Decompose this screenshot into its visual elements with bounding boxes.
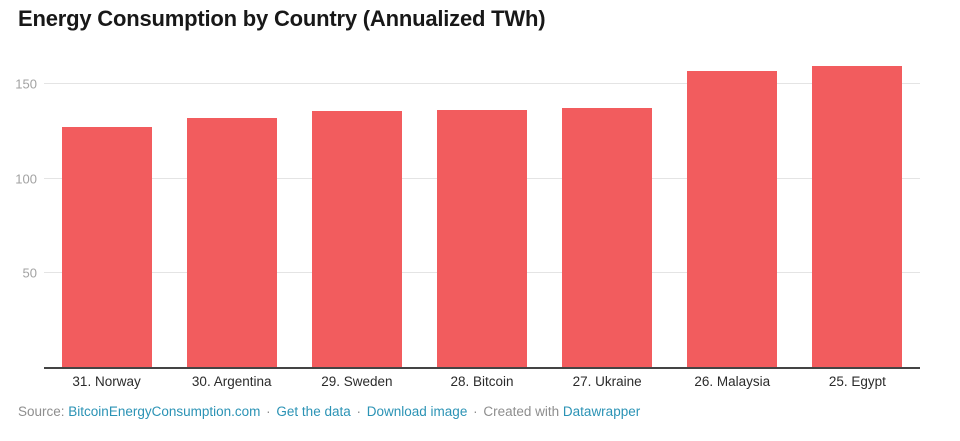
created-with-label: Created with [483, 404, 560, 419]
bar-argentina [186, 118, 277, 367]
bar-slot [670, 58, 795, 367]
x-axis-label: 25. Egypt [828, 374, 886, 389]
source-label: Source: [18, 404, 65, 419]
gridline-150 [44, 83, 920, 85]
bar-slot [169, 58, 294, 367]
bar-bitcoin [436, 109, 528, 367]
bar-sweden [311, 111, 402, 367]
separator-dot: · [356, 404, 362, 419]
bar-ukraine [562, 108, 653, 367]
plot-area: 50 100 150 [15, 58, 920, 369]
bar-slot [294, 58, 419, 367]
separator-dot: · [473, 404, 478, 419]
bars-row [44, 58, 920, 367]
x-axis-label: 30. Argentina [191, 374, 272, 389]
download-image-link[interactable]: Download image [366, 404, 468, 419]
x-axis-label: 26. Malaysia [694, 374, 771, 389]
bar-egypt [812, 66, 903, 367]
x-axis-label: 28. Bitcoin [450, 374, 514, 389]
x-axis-label: 31. Norway [72, 374, 141, 389]
x-labels: 31. Norway 30. Argentina 29. Sweden 28. Bit… [44, 374, 920, 389]
x-axis-label: 27. Ukraine [572, 374, 642, 389]
bar-slot [419, 58, 544, 367]
bar-slot [545, 58, 670, 367]
bar-slot [795, 58, 920, 367]
chart-title: Energy Consumption by Country (Annualize… [18, 6, 546, 31]
bar-slot [44, 58, 169, 367]
source-link[interactable]: BitcoinEnergyConsumption.com [68, 404, 261, 419]
bar-malaysia [687, 70, 778, 367]
y-tick-label-100: 100 [15, 171, 37, 187]
x-axis-label: 29. Sweden [321, 374, 393, 389]
bar-norway [61, 126, 152, 367]
get-data-link[interactable]: Get the data [276, 404, 351, 419]
y-tick-label-50: 50 [22, 265, 37, 281]
separator-dot: · [266, 404, 271, 419]
footer-attribution: Source: BitcoinEnergyConsumption.com · G… [18, 404, 640, 419]
y-tick-label-150: 150 [15, 76, 37, 92]
datawrapper-link[interactable]: Datawrapper [562, 404, 641, 419]
